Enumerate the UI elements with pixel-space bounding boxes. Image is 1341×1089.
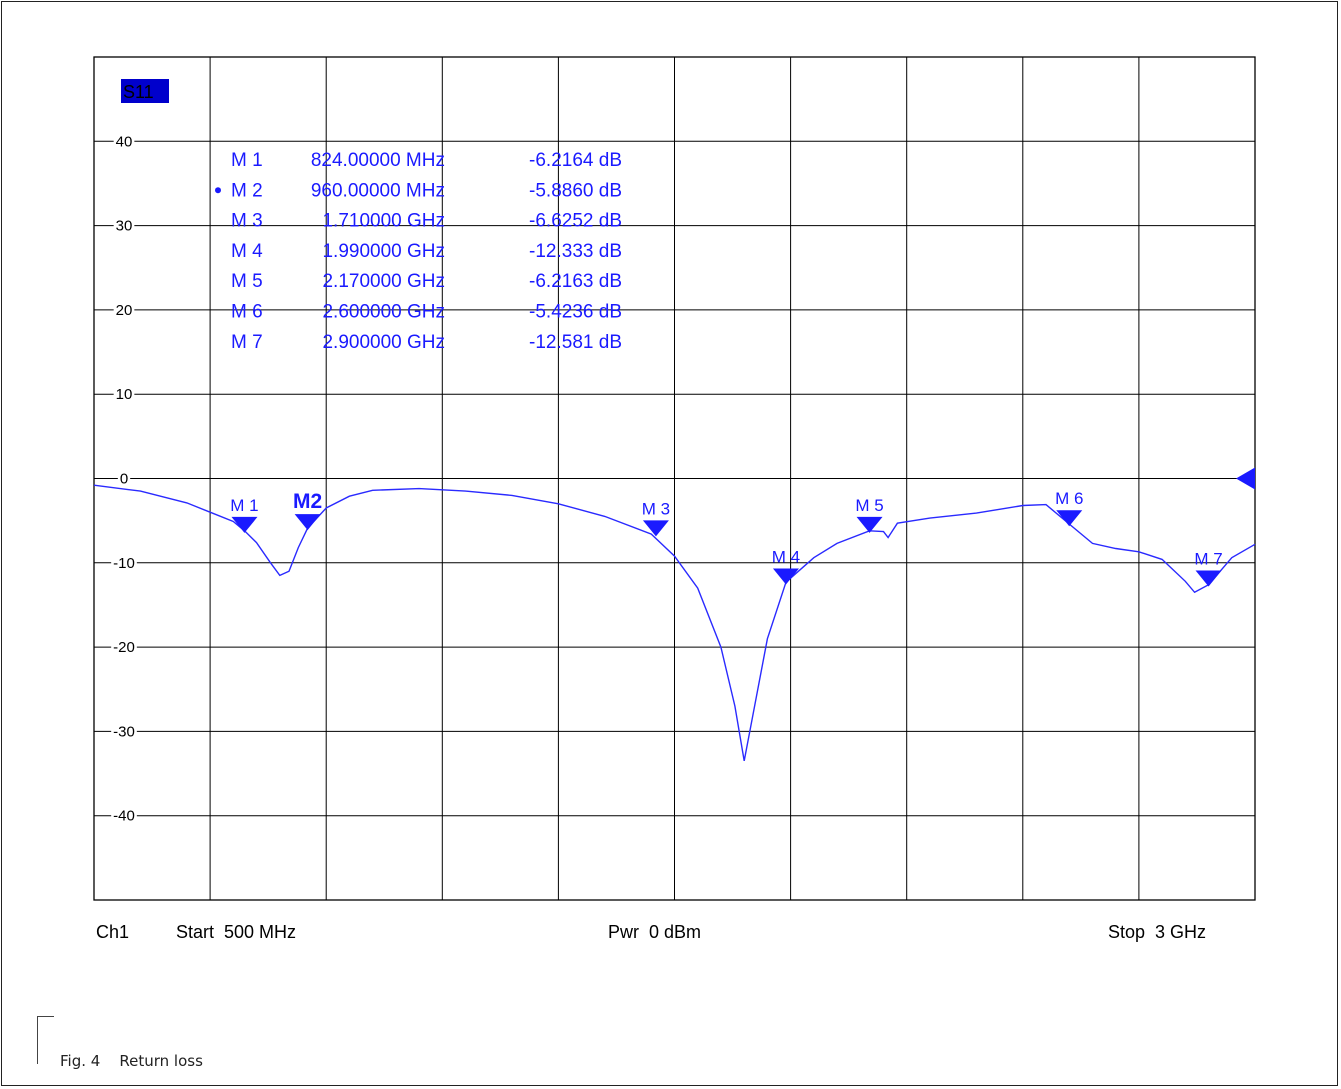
marker-table-id: M 1 (231, 150, 263, 171)
marker-table-frequency: 2.170000 GHz (322, 271, 445, 292)
marker-table: M 1 824.00000 MHz -6.2164 dB M 2 960.00000 M… (215, 150, 622, 353)
s11-trace (93, 484, 1256, 762)
marker-label: M 6 (1055, 489, 1083, 508)
marker-table-value: -5.4236 dB (529, 302, 622, 323)
marker-label: M 3 (642, 499, 670, 518)
y-tick-label: -20 (113, 639, 135, 656)
marker-table-value: -6.2164 dB (529, 150, 622, 171)
y-tick-label-bg (113, 386, 135, 404)
marker-table-row: M 6 2.600000 GHz -5.4236 dB (231, 302, 622, 323)
marker-triangle (642, 520, 669, 537)
marker-label: M 5 (855, 496, 883, 515)
y-tick-label-bg (111, 807, 137, 825)
marker-triangle (1056, 510, 1083, 527)
reference-level-arrow (1236, 467, 1255, 490)
marker-table-row: M 3 1.710000 GHz -6.6252 dB (231, 211, 622, 232)
marker-table-frequency: 1.990000 GHz (322, 241, 445, 262)
marker-triangle (231, 516, 258, 533)
marker-table-id: M 2 (231, 180, 263, 201)
marker-triangle (772, 568, 799, 585)
y-ticks: 40 30 20 10 0 -10 -20 -30 -40 (111, 133, 137, 825)
marker-table-frequency: 2.600000 GHz (322, 302, 445, 323)
start-frequency: Start 500 MHz (176, 922, 296, 942)
marker-table-row: M 4 1.990000 GHz -12.333 dB (231, 241, 622, 262)
figure-caption: Fig. 4 Return loss (60, 1052, 203, 1070)
stop-frequency: Stop 3 GHz (1108, 922, 1206, 942)
y-tick-label: 40 (116, 133, 133, 150)
marker-table-value: -12.581 dB (529, 332, 622, 353)
marker-label: M 4 (772, 547, 800, 566)
marker-table-value: -6.2163 dB (529, 271, 622, 292)
y-tick-label: -40 (113, 808, 135, 825)
marker-table-row: M 1 824.00000 MHz -6.2164 dB (231, 150, 622, 171)
y-tick-label-bg (111, 723, 137, 741)
marker-label: M 7 (1194, 550, 1222, 569)
marker-table-id: M 3 (231, 211, 263, 232)
marker-table-row: M 5 2.170000 GHz -6.2163 dB (231, 271, 622, 292)
y-tick-label-bg (111, 639, 137, 657)
marker-table-value: -6.6252 dB (529, 211, 622, 232)
active-marker-dot (215, 187, 221, 194)
marker-table-row: M 2 960.00000 MHz -5.8860 dB (215, 180, 622, 201)
marker-table-row: M 7 2.900000 GHz -12.581 dB (231, 332, 622, 353)
marker-table-value: -5.8860 dB (529, 180, 622, 201)
grid (93, 56, 1256, 901)
trace-label-text: S11 (123, 82, 154, 102)
marker-label: M 1 (230, 496, 258, 515)
marker-table-frequency: 2.900000 GHz (322, 332, 445, 353)
marker-table-value: -12.333 dB (529, 241, 622, 262)
trace-label-background (121, 79, 169, 103)
caption-bracket (37, 1016, 54, 1064)
power-level: Pwr 0 dBm (608, 922, 701, 942)
y-tick-label-bg (117, 470, 131, 488)
marker-table-frequency: 824.00000 MHz (311, 150, 445, 171)
marker-table-id: M 4 (231, 241, 263, 262)
marker-table-id: M 6 (231, 302, 263, 323)
marker-triangle (294, 514, 321, 531)
marker-triangle (856, 516, 883, 533)
y-tick-label: 30 (116, 218, 133, 235)
y-tick-label-bg (113, 301, 135, 319)
trace-label: S11 (121, 79, 169, 103)
marker-table-id: M 7 (231, 332, 263, 353)
y-tick-label: -30 (113, 723, 135, 740)
y-tick-label: 0 (120, 471, 128, 488)
markers: M 1 M2 M 3 M 4 M 5 M 6 M 7 (230, 489, 1223, 587)
marker-table-frequency: 960.00000 MHz (311, 180, 445, 201)
y-tick-label-bg (113, 133, 135, 151)
y-tick-label-bg (113, 217, 135, 235)
marker-table-frequency: 1.710000 GHz (322, 211, 445, 232)
y-tick-label: 20 (116, 302, 133, 319)
marker-label: M2 (293, 490, 322, 513)
channel-label: Ch1 (96, 922, 129, 942)
marker-triangle (1195, 570, 1222, 587)
y-tick-label-bg (111, 554, 137, 572)
marker-table-id: M 5 (231, 271, 263, 292)
y-tick-label: -10 (113, 555, 135, 572)
y-tick-label: 10 (116, 386, 133, 403)
footer: Ch1 Start 500 MHz Pwr 0 dBm Stop 3 GHz (96, 922, 1206, 942)
